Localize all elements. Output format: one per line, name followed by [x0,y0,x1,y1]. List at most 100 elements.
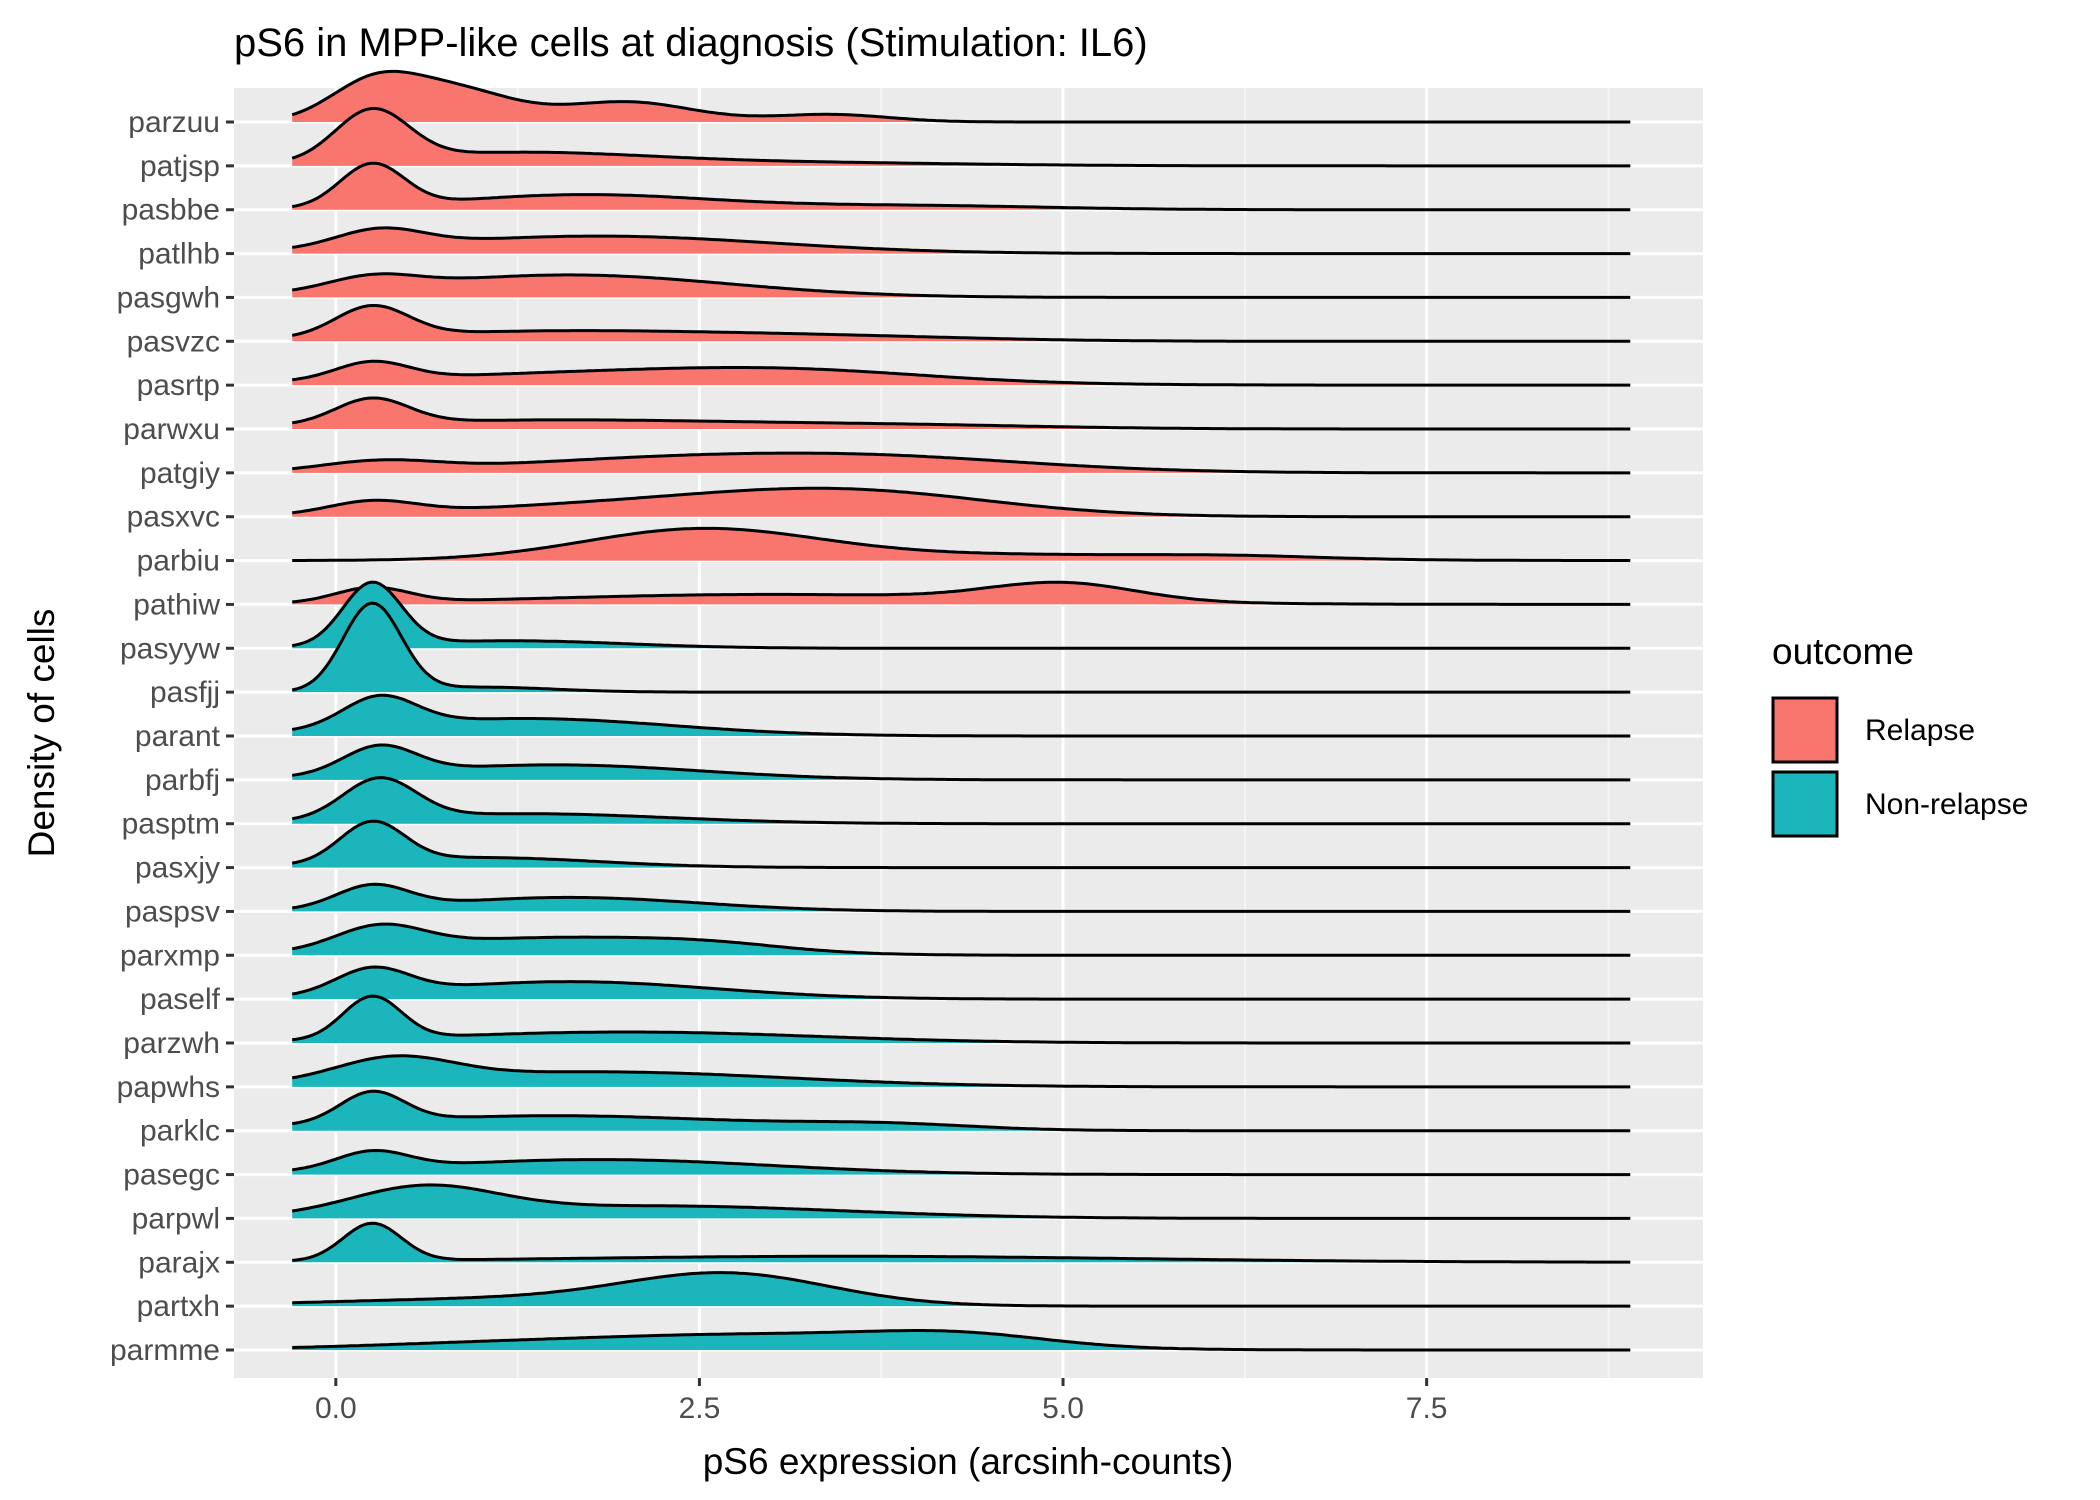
y-tick-label-pasxvc: pasxvc [127,501,220,534]
ridge-line-paself [291,965,1631,1001]
ridge-line-parajx [292,1221,1631,1264]
ridge-fill-parajx [292,1223,1631,1263]
density-ridges [291,69,1631,1352]
legend-key-non-relapse [1771,770,1839,838]
y-tick-label-papwhs: papwhs [117,1071,220,1104]
ridge-fill-pasfjj [292,603,1631,693]
ridge-line-patjsp [291,107,1631,168]
x-tick-label: 0.0 [315,1392,357,1425]
ridge-line-parmme [292,1329,1631,1352]
ridge-line-pasfjj [291,601,1631,694]
y-tick-label-paself: paself [140,983,221,1016]
ridge-line-parbfj [291,743,1631,782]
y-axis-ticks: parzuu patjsp pasbbe patlhb pasgwh pasvzc pasr… [110,106,234,1367]
ridge-line-patgiy [292,451,1631,475]
y-tick-label-patgiy: patgiy [140,457,220,490]
y-tick-label-parbiu: parbiu [137,545,220,578]
ridge-line-parpwl [291,1183,1631,1220]
ridge-fill-parzuu [292,71,1631,122]
y-tick-label-patjsp: patjsp [140,150,220,183]
ridge-line-pasgwh [291,272,1631,299]
y-tick-label-pasvzc: pasvzc [127,325,220,358]
y-tick-label-pasrtp: pasrtp [137,369,220,402]
ridge-fill-pasrtp [292,361,1631,386]
y-tick-label-pathiw: pathiw [133,588,220,621]
x-axis-ticks: 0.0 2.5 5.0 7.5 [315,1378,1448,1425]
y-tick-label-parajx: parajx [138,1246,220,1279]
ridge-fill-parklc [292,1091,1631,1131]
ridge-fill-partxh [292,1272,1631,1307]
ridge-line-pasxjy [291,819,1631,870]
ridge-line-pasptm [291,776,1631,826]
ridge-fill-parxmp [292,924,1631,956]
legend-title: outcome [1772,631,1914,672]
ridge-line-parbiu [292,526,1631,562]
y-tick-label-parbfj: parbfj [145,764,220,797]
ridge-line-pasbbe [291,161,1631,212]
y-tick-label-pasbbe: pasbbe [122,194,220,227]
y-tick-label-pasyyw: pasyyw [120,632,220,665]
y-tick-label-parant: parant [135,720,221,753]
ridge-line-parant [291,693,1631,738]
ridge-fill-parbiu [292,528,1631,561]
y-tick-label-parpwl: parpwl [132,1202,220,1235]
y-tick-label-pasegc: pasegc [123,1159,220,1192]
ridge-line-patlhb [291,226,1631,256]
ridge-line-pasrtp [292,359,1631,387]
ridge-fill-paself [292,967,1631,1000]
ridge-fill-pasxjy [292,821,1631,868]
legend-label-non-relapse: Non-relapse [1865,788,2028,821]
ridge-fill-pasvzc [292,305,1631,342]
ridge-line-parzwh [292,994,1631,1045]
y-tick-label-pasxjy: pasxjy [135,852,220,885]
ridge-fill-parzwh [292,996,1631,1043]
ridge-fill-patlhb [292,227,1631,254]
chart-title: pS6 in MPP-like cells at diagnosis (Stim… [234,21,1148,65]
legend-key-relapse [1771,696,1839,764]
ridge-line-papwhs [291,1054,1631,1089]
x-tick-label: 5.0 [1042,1392,1084,1425]
y-tick-label-parzuu: parzuu [128,106,220,139]
ridge-fill-parmme [292,1330,1631,1350]
ridge-fill-patjsp [292,108,1631,166]
y-tick-label-parklc: parklc [140,1115,220,1148]
ridge-line-parwxu [291,396,1631,431]
y-tick-label-parwxu: parwxu [123,413,220,446]
legend-label-relapse: Relapse [1865,714,1975,747]
x-tick-label: 7.5 [1406,1392,1448,1425]
y-tick-label-parmme: parmme [110,1334,220,1367]
ridge-line-pasegc [291,1149,1631,1177]
x-tick-label: 2.5 [679,1392,721,1425]
ridge-fill-pathiw [292,582,1631,605]
ridge-fill-papwhs [292,1055,1631,1087]
ridge-fill-parpwl [292,1184,1631,1219]
y-tick-label-patlhb: patlhb [138,238,220,271]
ridge-fill-parant [292,695,1631,736]
ridge-fill-parbfj [292,745,1631,780]
ridge-line-pasyyw [291,580,1631,650]
ridge-fill-pasxvc [292,488,1631,517]
ridge-line-parzuu [291,69,1631,124]
y-tick-label-parxmp: parxmp [120,939,220,972]
ridge-line-parklc [291,1089,1631,1133]
y-tick-label-parzwh: parzwh [123,1027,220,1060]
y-axis-title: Density of cells [21,609,62,858]
ridge-fill-paspsv [292,884,1631,912]
ridge-line-paspsv [291,882,1631,913]
ridge-fill-pasbbe [292,163,1631,210]
ridge-line-parxmp [291,922,1631,957]
legend: outcome Relapse Non-relapse [1771,631,2028,838]
y-tick-label-partxh: partxh [137,1290,220,1323]
y-tick-label-pasptm: pasptm [122,808,220,841]
y-tick-label-pasgwh: pasgwh [117,281,220,314]
x-axis-title: pS6 expression (arcsinh-counts) [703,1441,1234,1482]
ridge-fill-pasgwh [292,273,1631,298]
ridge-fill-pasyyw [292,582,1631,649]
ridge-line-partxh [292,1271,1631,1308]
ridge-fill-pasegc [292,1150,1631,1175]
y-tick-label-pasfjj: pasfjj [150,676,220,709]
ridge-line-pasvzc [291,304,1631,343]
ridge-fill-pasptm [292,777,1631,824]
y-tick-label-paspsv: paspsv [125,895,220,928]
